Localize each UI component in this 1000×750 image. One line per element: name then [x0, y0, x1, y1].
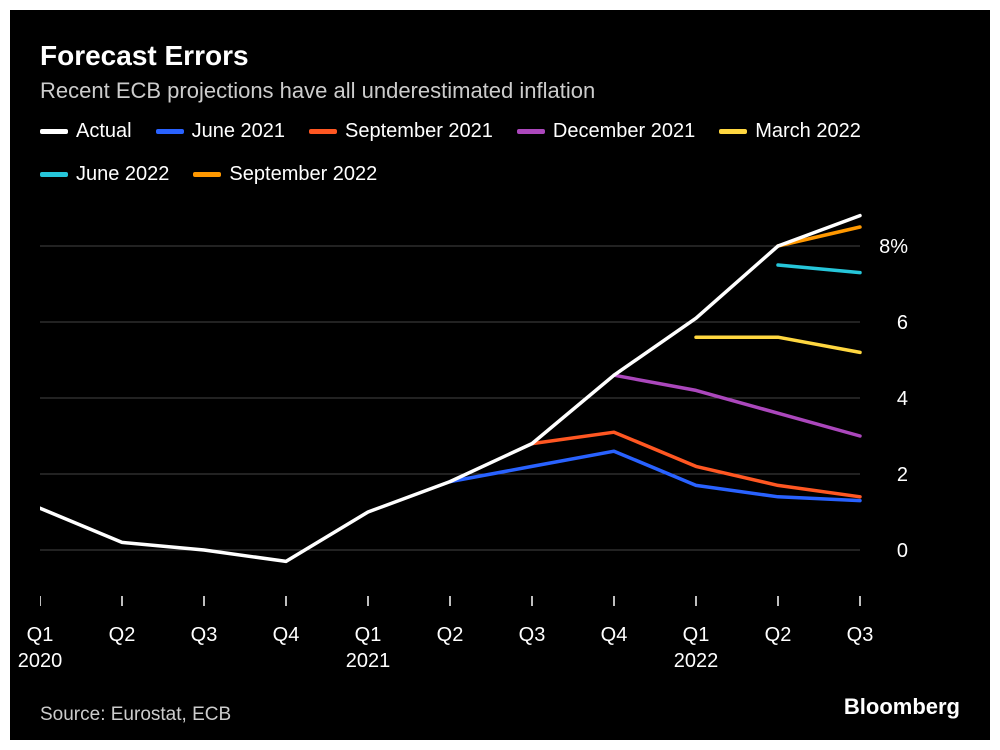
legend-swatch	[517, 129, 545, 134]
brand-logo: Bloomberg	[844, 694, 960, 720]
x-tick-label: Q4	[601, 624, 628, 647]
legend-swatch	[40, 129, 68, 134]
x-tick-label: Q1	[355, 624, 382, 647]
legend-item: December 2021	[517, 120, 695, 143]
x-tick-label: Q2	[437, 624, 464, 647]
chart-title: Forecast Errors	[40, 40, 960, 72]
legend-swatch	[40, 172, 68, 177]
legend-label: Actual	[76, 120, 132, 143]
x-tick-label: Q4	[273, 624, 300, 647]
svg-text:6: 6	[897, 312, 908, 334]
legend-swatch	[193, 172, 221, 177]
legend: Actual June 2021 September 2021 December 20…	[40, 120, 960, 186]
x-axis: Q1Q2Q3Q4Q1Q2Q3Q4Q1Q2Q3202020212022	[40, 622, 910, 692]
x-tick-label: Q1	[683, 624, 710, 647]
x-year-label: 2021	[346, 650, 391, 673]
legend-label: September 2021	[345, 120, 493, 143]
legend-item: Actual	[40, 120, 132, 143]
legend-swatch	[719, 129, 747, 134]
legend-item: June 2021	[156, 120, 285, 143]
legend-swatch	[309, 129, 337, 134]
svg-text:0: 0	[897, 540, 908, 562]
source-text: Source: Eurostat, ECB	[40, 704, 960, 726]
svg-text:2: 2	[897, 464, 908, 486]
x-tick-label: Q3	[191, 624, 218, 647]
legend-item: March 2022	[719, 120, 861, 143]
legend-swatch	[156, 129, 184, 134]
x-tick-label: Q2	[109, 624, 136, 647]
x-tick-label: Q3	[519, 624, 546, 647]
legend-label: March 2022	[755, 120, 861, 143]
chart-container: Forecast Errors Recent ECB projections h…	[10, 10, 990, 740]
chart-subtitle: Recent ECB projections have all underest…	[40, 78, 960, 104]
legend-item: September 2021	[309, 120, 493, 143]
x-tick-label: Q2	[765, 624, 792, 647]
svg-text:8%: 8%	[879, 236, 908, 258]
legend-item: June 2022	[40, 163, 169, 186]
x-tick-label: Q1	[27, 624, 54, 647]
legend-item: September 2022	[193, 163, 377, 186]
legend-label: June 2021	[192, 120, 285, 143]
x-tick-label: Q3	[847, 624, 874, 647]
svg-text:4: 4	[897, 388, 908, 410]
legend-label: September 2022	[229, 163, 377, 186]
x-year-label: 2020	[18, 650, 63, 673]
plot-svg: 0 2 4 6 8%	[40, 198, 960, 618]
legend-label: December 2021	[553, 120, 695, 143]
plot-area: 0 2 4 6 8%	[40, 198, 960, 618]
x-year-label: 2022	[674, 650, 719, 673]
legend-label: June 2022	[76, 163, 169, 186]
